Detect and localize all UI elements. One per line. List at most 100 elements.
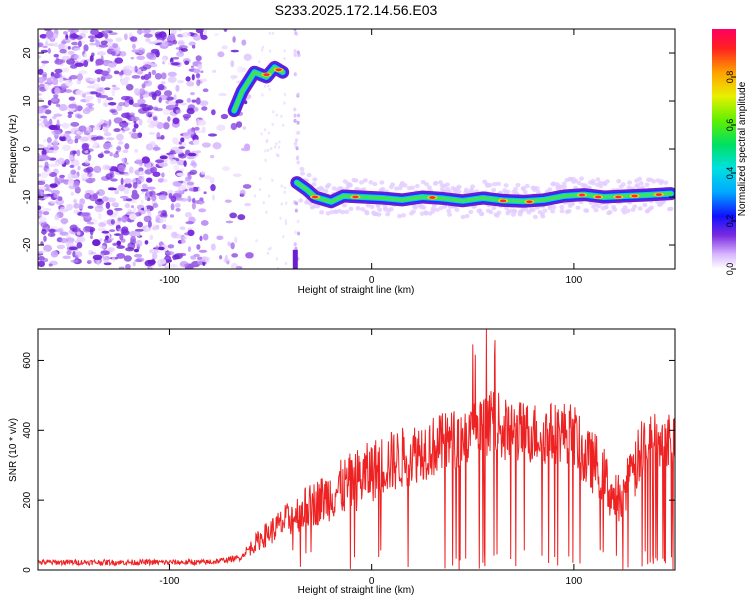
noise-blob	[193, 68, 201, 74]
noise-blob	[121, 112, 131, 119]
band-halo	[426, 185, 432, 190]
band-halo	[523, 207, 529, 212]
noise-blob	[267, 194, 271, 198]
band-hotspot	[594, 195, 602, 199]
noise-blob	[109, 229, 116, 233]
noise-blob	[123, 178, 132, 184]
noise-blob	[134, 148, 139, 153]
noise-blob	[68, 246, 78, 251]
band-halo	[622, 205, 628, 210]
noise-blob	[40, 221, 48, 228]
noise-blob	[74, 138, 79, 144]
noise-blob	[162, 122, 170, 130]
band-hotspot	[615, 195, 622, 199]
snr-ticks: -100 0 100 0 200 400 600	[22, 329, 675, 587]
band-halo	[559, 204, 565, 210]
noise-blob	[283, 92, 287, 97]
noise-blob	[64, 89, 73, 93]
noise-blob	[39, 171, 49, 179]
noise-blob	[153, 39, 163, 43]
noise-blob	[151, 69, 157, 75]
noise-blob	[39, 106, 47, 114]
noise-blob	[113, 153, 120, 158]
noise-blob	[216, 124, 226, 131]
band-halo	[607, 209, 613, 215]
y-tick-label: 10	[22, 95, 33, 107]
band-hotspot	[275, 68, 282, 72]
band-halo	[620, 182, 626, 187]
noise-blob	[103, 132, 112, 137]
noise-blob	[226, 260, 230, 265]
band-halo	[590, 178, 596, 184]
noise-blob	[173, 164, 180, 171]
colorbar-tick-label: 0.8	[725, 71, 735, 84]
noise-blob	[293, 118, 297, 123]
noise-blob	[77, 165, 81, 171]
noise-blob	[269, 246, 272, 250]
noise-blob	[99, 118, 105, 125]
noise-blob	[169, 214, 175, 218]
noise-blob	[111, 255, 116, 263]
noise-blob	[146, 186, 156, 190]
noise-blob	[65, 237, 75, 243]
noise-blob	[84, 149, 89, 154]
noise-blob	[211, 109, 216, 116]
noise-blob	[276, 154, 280, 158]
noise-blob	[128, 230, 139, 237]
colorbar-label: Normalized spectral amplitude	[737, 81, 748, 216]
noise-blob	[203, 29, 208, 34]
noise-blob	[123, 33, 128, 41]
noise-blob	[176, 159, 186, 166]
noise-blob	[133, 253, 143, 258]
spectrogram-x-label: Height of straight line (km)	[298, 285, 415, 296]
noise-blob	[174, 202, 181, 208]
noise-blob	[83, 44, 89, 52]
band-halo	[578, 176, 584, 181]
noise-blob	[96, 135, 104, 140]
noise-blob	[198, 119, 207, 126]
noise-blob	[116, 104, 123, 112]
noise-blob	[61, 55, 71, 61]
noise-blob	[186, 181, 195, 186]
noise-blob	[212, 142, 222, 150]
noise-blob	[135, 158, 143, 165]
noise-blob	[108, 101, 117, 106]
noise-blob	[89, 42, 97, 46]
noise-blob	[96, 51, 106, 56]
noise-blob	[107, 187, 117, 191]
noise-blob	[112, 87, 120, 91]
band-halo	[637, 176, 643, 182]
noise-blob	[197, 63, 203, 70]
noise-blob	[264, 158, 267, 162]
noise-blob	[43, 29, 52, 32]
noise-blob	[99, 238, 103, 242]
band-halo	[376, 212, 382, 217]
noise-blob	[167, 244, 175, 249]
band-halo	[644, 182, 650, 187]
noise-blob	[101, 70, 109, 77]
colorbar-tick-label: 0.4	[725, 167, 735, 180]
band-halo	[377, 207, 383, 212]
noise-blob	[171, 114, 176, 118]
noise-blob	[53, 53, 60, 58]
noise-blob	[163, 178, 168, 183]
noise-blob	[134, 259, 143, 263]
y-tick-label: 0	[22, 146, 33, 152]
x-tick-label: -100	[159, 275, 179, 286]
band-halo	[347, 183, 353, 188]
band-halo	[505, 189, 511, 195]
x-tick-label: 100	[566, 275, 583, 286]
band-halo	[402, 183, 408, 188]
noise-blob	[219, 255, 223, 260]
noise-blob	[73, 209, 80, 214]
band-halo	[412, 205, 418, 210]
noise-blob	[43, 118, 48, 125]
band-halo	[361, 187, 367, 192]
noise-blob	[106, 97, 114, 101]
noise-blob	[124, 203, 131, 209]
noise-blob	[70, 259, 79, 263]
band-halo	[638, 181, 644, 186]
noise-blob	[224, 199, 232, 203]
noise-blob	[192, 34, 201, 41]
noise-blob	[273, 145, 277, 149]
